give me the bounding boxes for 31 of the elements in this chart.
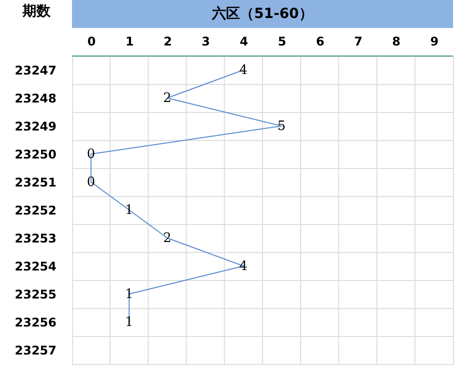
y-tick-label: 23254 (14, 260, 56, 274)
y-tick-label: 23251 (14, 176, 56, 190)
y-tick-label: 23256 (14, 316, 56, 330)
x-tick-label: 7 (354, 34, 362, 48)
x-tick-label: 9 (430, 34, 439, 48)
x-tick-label: 1 (125, 34, 134, 48)
x-tick-label: 6 (316, 34, 324, 48)
x-tick-label: 4 (240, 34, 248, 48)
data-label: 1 (125, 315, 134, 330)
x-tick-label: 2 (164, 34, 172, 48)
data-label: 5 (277, 119, 286, 134)
y-tick-label: 23255 (14, 288, 56, 302)
data-label: 4 (239, 259, 248, 274)
x-tick-label: 3 (202, 34, 210, 48)
y-tick-label: 23257 (14, 344, 56, 358)
y-tick-label: 23249 (14, 120, 56, 134)
data-label: 1 (125, 287, 134, 302)
data-label: 2 (163, 91, 172, 106)
chart-title: 六区（51-60） (211, 5, 313, 22)
x-tick-label: 8 (392, 34, 401, 48)
x-tick-label: 0 (87, 34, 96, 48)
data-label: 4 (239, 63, 248, 78)
data-label: 0 (86, 175, 96, 190)
y-axis-title: 期数 (22, 4, 52, 20)
y-tick-label: 23253 (14, 232, 56, 246)
x-tick-label: 5 (278, 34, 286, 48)
data-label: 0 (86, 147, 96, 162)
y-tick-label: 23250 (14, 148, 56, 162)
y-tick-label: 23252 (14, 204, 56, 218)
y-tick-label: 23248 (14, 92, 56, 106)
y-tick-label: 23247 (14, 64, 56, 78)
